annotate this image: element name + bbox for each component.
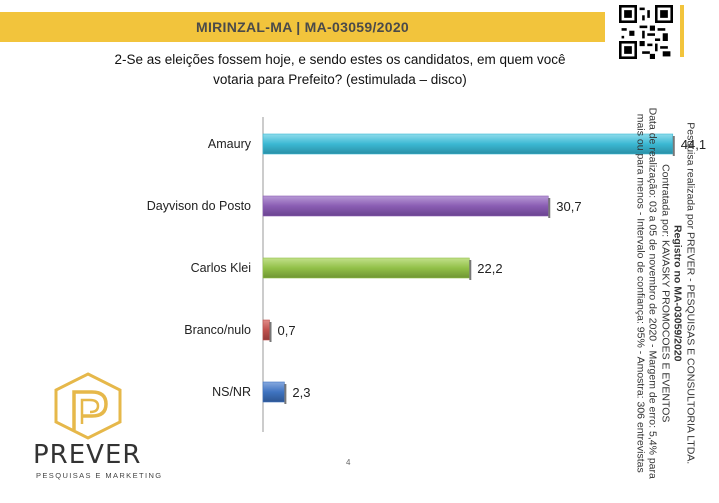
logo-tagline: PESQUISAS E MARKETING [36, 471, 163, 480]
bar-shadow-carlos-klei [469, 260, 472, 280]
category-label-branco-nulo: Branco/nulo [184, 323, 251, 337]
bar-chart: Amaury 44,1 Dayvison do Posto 30,7 Carlos Kl… [147, 117, 706, 432]
bar-shadow-amaury [672, 136, 675, 156]
category-label-carlos-klei: Carlos Klei [191, 261, 251, 275]
bar-ns-nr [262, 381, 285, 403]
bar-branco-nulo [262, 319, 270, 341]
survey-info: Pesquisa realizada por PREVER - PESQUISA… [634, 83, 697, 503]
value-label-branco-nulo: 0,7 [278, 323, 296, 338]
registration-text: Registro no MA-03059/2020 [671, 224, 684, 362]
value-label-ns-nr: 2,3 [292, 385, 310, 400]
header-accent-bar [680, 5, 684, 57]
qr-code-icon [619, 5, 673, 59]
header-title: MIRINZAL-MA | MA-03059/2020 [196, 19, 409, 35]
question-line-2: votaria para Prefeito? (estimulada – dis… [213, 72, 467, 87]
bar-amaury [262, 133, 674, 155]
value-label-amaury: 44,1 [681, 137, 706, 152]
survey-info-line-4: Data de realização: 03 a 05 de novembro … [646, 107, 659, 479]
survey-info-line-1: Pesquisa realizada por PREVER - PESQUISA… [684, 122, 697, 465]
survey-info-line-2: Registro no MA-03059/2020 [671, 83, 684, 503]
bar-shadow-dayvison-do-posto [548, 198, 551, 218]
header-band [0, 12, 605, 42]
bar-shadow-branco-nulo [269, 322, 272, 342]
category-label-ns-nr: NS/NR [212, 385, 251, 399]
page-number: 4 [346, 458, 351, 467]
question-text: 2-Se as eleições fossem hoje, e sendo es… [60, 50, 620, 90]
category-label-dayvison-do-posto: Dayvison do Posto [147, 199, 251, 213]
bar-carlos-klei [262, 257, 470, 279]
logo-name: PREVER [33, 440, 142, 470]
value-label-carlos-klei: 22,2 [477, 261, 502, 276]
survey-info-line-3: Contratada por: KAVASKY PROMOCOES E EVEN… [659, 164, 672, 423]
question-line-1: 2-Se as eleições fossem hoje, e sendo es… [114, 52, 566, 67]
prever-logo-icon [54, 372, 122, 440]
category-label-amaury: Amaury [208, 137, 252, 151]
survey-info-line-5: mais ou para menos - Intervalo de confia… [634, 113, 647, 473]
bar-dayvison-do-posto [262, 195, 549, 217]
bar-shadow-ns-nr [284, 384, 287, 404]
value-label-dayvison-do-posto: 30,7 [556, 199, 581, 214]
